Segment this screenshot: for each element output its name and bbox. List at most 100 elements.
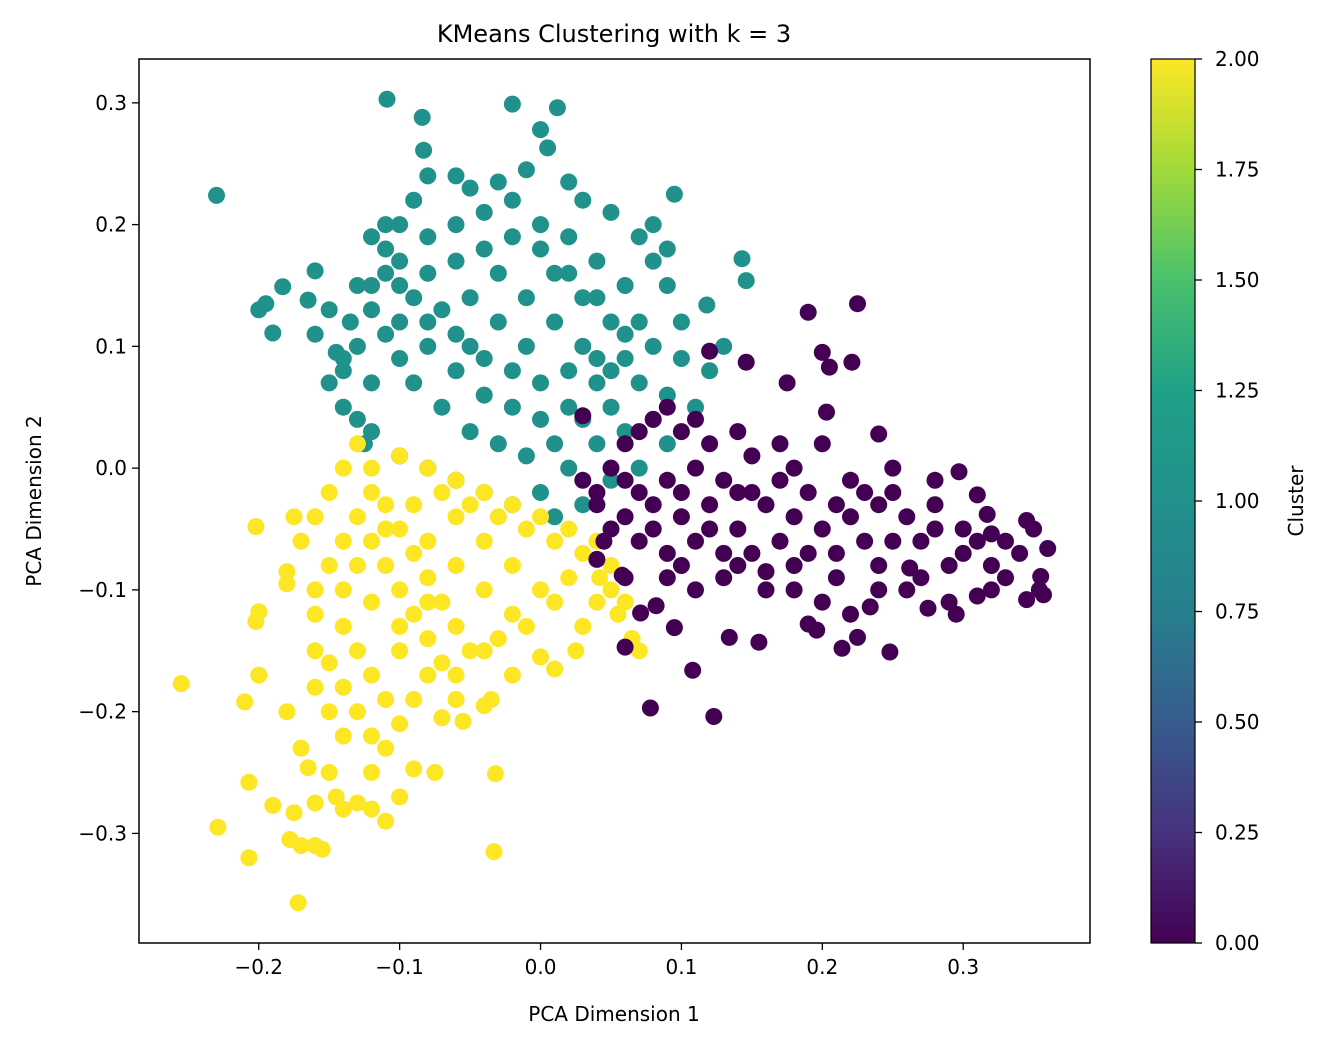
scatter-point-cluster-2 — [602, 557, 620, 574]
scatter-point-cluster-0 — [684, 661, 702, 679]
scatter-point-cluster-2 — [348, 508, 366, 526]
scatter-point-cluster-1 — [475, 386, 493, 404]
scatter-point-cluster-1 — [546, 264, 564, 282]
scatter-point-cluster-2 — [334, 678, 352, 696]
scatter-point-cluster-2 — [419, 532, 437, 550]
scatter-point-cluster-2 — [447, 666, 465, 684]
scatter-point-cluster-2 — [278, 575, 296, 593]
scatter-point-cluster-2 — [391, 715, 409, 733]
scatter-point-cluster-2 — [334, 581, 352, 599]
scatter-point-cluster-1 — [306, 325, 324, 343]
scatter-point-cluster-2 — [489, 630, 507, 648]
scatter-point-cluster-2 — [391, 581, 409, 599]
scatter-point-cluster-1 — [532, 216, 549, 234]
scatter-point-cluster-2 — [485, 843, 503, 861]
scatter-point-cluster-0 — [861, 598, 879, 616]
scatter-point-cluster-2 — [306, 678, 324, 696]
scatter-point-cluster-1 — [658, 386, 676, 404]
scatter-point-cluster-0 — [978, 505, 996, 523]
scatter-point-cluster-0 — [658, 544, 676, 562]
scatter-point-cluster-0 — [799, 615, 817, 633]
scatter-point-cluster-2 — [602, 581, 620, 599]
colorbar-tick-label: 0.25 — [1215, 821, 1260, 845]
scatter-point-cluster-0 — [926, 520, 944, 538]
scatter-point-cluster-0 — [715, 544, 733, 562]
scatter-point-cluster-2 — [426, 764, 444, 781]
scatter-point-cluster-0 — [870, 425, 888, 443]
scatter-point-cluster-0 — [644, 410, 662, 428]
plot-frame — [138, 58, 1091, 944]
scatter-point-cluster-1 — [658, 435, 676, 453]
scatter-point-cluster-0 — [785, 581, 803, 599]
scatter-points — [172, 90, 1057, 912]
scatter-point-cluster-0 — [647, 597, 665, 615]
scatter-point-cluster-0 — [997, 569, 1014, 587]
scatter-point-cluster-0 — [737, 353, 755, 371]
scatter-point-cluster-1 — [419, 313, 437, 331]
scatter-point-cluster-1 — [334, 350, 352, 367]
scatter-point-cluster-2 — [278, 703, 296, 721]
x-tick-label: 0.2 — [806, 955, 838, 979]
scatter-point-cluster-2 — [278, 563, 296, 581]
scatter-point-cluster-2 — [306, 508, 324, 526]
scatter-point-cluster-2 — [334, 532, 352, 550]
scatter-point-cluster-0 — [574, 407, 592, 425]
scatter-point-cluster-0 — [926, 496, 944, 514]
scatter-point-cluster-2 — [475, 642, 493, 660]
scatter-point-cluster-1 — [363, 423, 380, 441]
scatter-point-cluster-1 — [320, 301, 338, 319]
colorbar-ticks: 0.00 0.25 0.50 0.75 1.00 1.25 1.50 1.75 2.00 — [1195, 47, 1260, 955]
scatter-point-cluster-1 — [574, 337, 592, 355]
scatter-point-cluster-0 — [757, 563, 775, 581]
scatter-point-cluster-0 — [1032, 568, 1050, 585]
scatter-point-cluster-1 — [588, 350, 606, 367]
scatter-point-cluster-1 — [588, 435, 606, 453]
scatter-point-cluster-1 — [475, 350, 493, 367]
scatter-point-cluster-1 — [546, 313, 564, 331]
scatter-point-cluster-2 — [363, 593, 380, 611]
scatter-point-cluster-2 — [419, 593, 437, 611]
scatter-point-cluster-0 — [1025, 520, 1043, 538]
scatter-point-cluster-1 — [517, 447, 535, 465]
scatter-point-cluster-0 — [813, 520, 831, 538]
scatter-point-cluster-2 — [292, 739, 310, 757]
scatter-point-cluster-1 — [377, 240, 395, 258]
scatter-point-cluster-1 — [363, 277, 380, 294]
scatter-point-cluster-2 — [447, 691, 465, 708]
scatter-point-cluster-2 — [334, 727, 352, 745]
scatter-point-cluster-1 — [391, 252, 409, 270]
y-tick-label: 0.1 — [95, 334, 127, 358]
scatter-point-cluster-0 — [743, 447, 761, 465]
scatter-point-cluster-2 — [391, 447, 409, 465]
scatter-point-cluster-0 — [687, 581, 704, 599]
scatter-point-cluster-1 — [532, 484, 549, 501]
scatter-point-cluster-1 — [257, 295, 275, 313]
scatter-point-cluster-1 — [461, 423, 479, 441]
scatter-point-cluster-2 — [433, 593, 451, 611]
scatter-point-cluster-1 — [264, 324, 282, 342]
scatter-point-cluster-2 — [285, 804, 303, 822]
scatter-point-cluster-2 — [363, 484, 380, 501]
scatter-point-cluster-2 — [609, 605, 627, 623]
scatter-point-cluster-1 — [415, 141, 433, 159]
scatter-point-cluster-0 — [672, 484, 690, 501]
scatter-point-cluster-1 — [602, 398, 620, 416]
scatter-point-cluster-0 — [757, 581, 775, 599]
scatter-point-cluster-0 — [856, 484, 874, 501]
scatter-point-cluster-1 — [348, 277, 366, 294]
scatter-point-cluster-0 — [715, 569, 733, 587]
scatter-point-cluster-2 — [447, 471, 465, 489]
scatter-point-cluster-2 — [560, 520, 578, 538]
scatter-point-cluster-0 — [884, 484, 902, 501]
scatter-point-cluster-2 — [447, 557, 465, 574]
y-axis-ticks: −0.3 −0.2 −0.1 0.0 0.1 0.2 0.3 — [78, 91, 139, 845]
scatter-point-cluster-1 — [503, 191, 521, 209]
scatter-point-cluster-2 — [461, 642, 479, 660]
y-tick-label: 0.3 — [95, 91, 127, 115]
scatter-point-cluster-1 — [489, 173, 507, 191]
scatter-point-cluster-0 — [919, 599, 937, 617]
scatter-point-cluster-1 — [602, 471, 620, 489]
colorbar-tick-label: 0.50 — [1215, 710, 1260, 734]
scatter-point-cluster-1 — [539, 139, 557, 157]
scatter-point-cluster-1 — [687, 398, 704, 416]
